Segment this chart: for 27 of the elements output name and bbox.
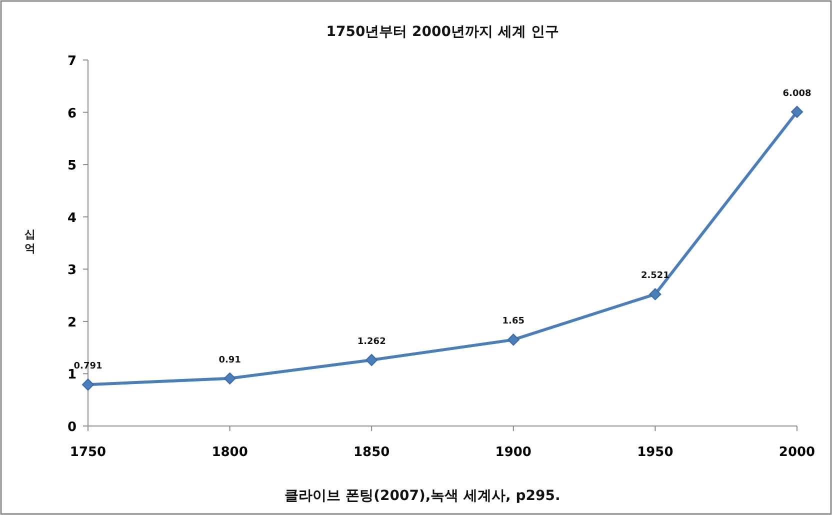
x-tick-label: 1850 [354, 445, 390, 460]
point [791, 106, 803, 118]
y-tick-label: 6 [67, 106, 77, 122]
y-axis-title: 십억 [24, 228, 36, 255]
data-label: 2.521 [640, 271, 670, 282]
point [507, 334, 520, 346]
point [649, 288, 662, 300]
point [82, 378, 94, 391]
x-tick-label: 1800 [212, 445, 248, 460]
x-tick-label: 2000 [778, 445, 816, 460]
point [224, 372, 236, 384]
chart-title: 1750년부터 2000년까지 세계 인구 [326, 24, 559, 40]
y-tick-label: 4 [67, 210, 77, 226]
y-tick-label: 7 [67, 54, 77, 69]
y-tick-label: 3 [67, 263, 77, 278]
x-tick-label: 1950 [637, 445, 674, 460]
data-label: 0.91 [218, 355, 241, 366]
x-tick-label: 1900 [495, 445, 532, 460]
data-label: 1.262 [357, 337, 386, 348]
y-tick-label: 5 [67, 158, 77, 174]
data-label: 1.65 [502, 316, 525, 327]
y-tick-label: 2 [67, 315, 77, 330]
y-tick-label: 0 [67, 420, 77, 435]
text: 클라이브 폰팅(2007),녹색 세계사, p295. [284, 488, 560, 504]
data-label: 6.008 [782, 88, 812, 99]
x-tick-label: 1750 [70, 445, 106, 460]
point [366, 354, 378, 366]
